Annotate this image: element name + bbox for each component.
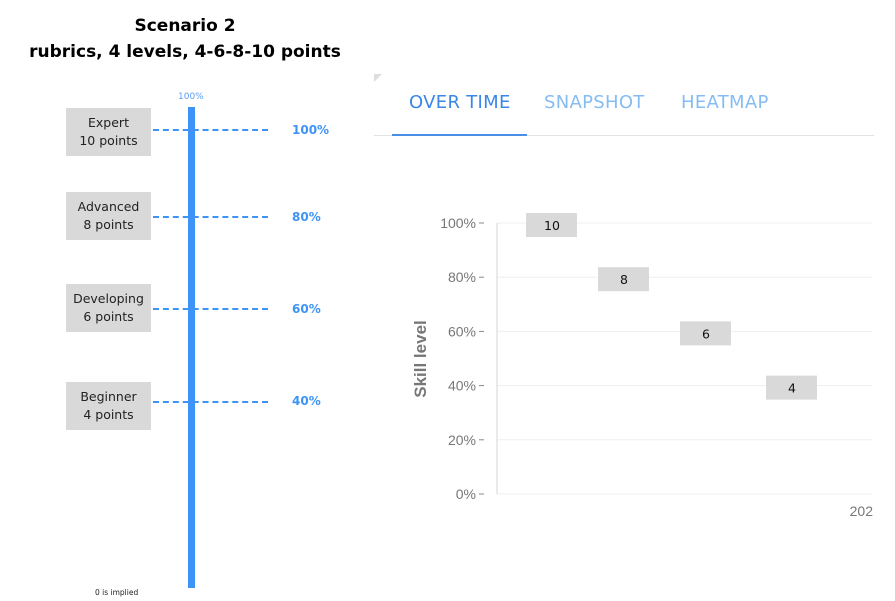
tab-active-indicator — [392, 134, 527, 136]
level-box-beginner: Beginner 4 points — [66, 382, 151, 430]
level-points: 6 points — [83, 309, 134, 324]
level-points: 4 points — [83, 407, 134, 422]
tab-over-time[interactable]: OVER TIME — [409, 92, 511, 113]
tab-heatmap[interactable]: HEATMAP — [681, 92, 769, 113]
tab-divider — [374, 135, 874, 136]
y-tick-label: 100% — [440, 215, 476, 231]
level-line — [153, 216, 268, 218]
panel-corner — [374, 74, 382, 82]
level-box-expert: Expert 10 points — [66, 108, 151, 156]
data-point-label: 6 — [702, 326, 710, 341]
scenario-title: Scenario 2 — [134, 16, 236, 36]
level-name: Advanced — [77, 199, 140, 214]
footnote: 0 is implied — [95, 588, 139, 597]
level-line — [153, 401, 268, 403]
level-name: Beginner — [80, 389, 137, 404]
scale-bar — [188, 107, 195, 588]
level-name: Developing — [73, 291, 144, 306]
y-tick-label: 80% — [448, 269, 476, 285]
data-point-label: 10 — [544, 218, 560, 233]
y-tick-label: 0% — [456, 486, 476, 502]
scale-top-label: 100% — [178, 92, 204, 102]
y-axis-label: Skill level — [411, 320, 430, 398]
y-tick-label: 20% — [448, 432, 476, 448]
data-point-box — [766, 375, 817, 400]
level-name: Expert — [88, 115, 129, 130]
data-point-label: 8 — [620, 272, 628, 287]
data-point-box — [598, 267, 649, 292]
y-tick-label: 40% — [448, 378, 476, 394]
y-tick-label: 60% — [448, 323, 476, 339]
data-point-label: 4 — [788, 381, 796, 396]
x-tick-label: 202 — [850, 503, 874, 519]
level-line — [153, 308, 268, 310]
level-percent: 80% — [292, 210, 321, 224]
tab-snapshot[interactable]: SNAPSHOT — [544, 92, 645, 113]
level-points: 10 points — [79, 133, 138, 148]
level-percent: 100% — [292, 123, 330, 137]
level-points: 8 points — [83, 217, 134, 232]
level-box-developing: Developing 6 points — [66, 284, 151, 332]
data-point-box — [526, 213, 577, 237]
level-percent: 60% — [292, 302, 321, 316]
level-line — [153, 129, 268, 131]
scenario-subtitle: rubrics, 4 levels, 4-6-8-10 points — [29, 42, 341, 62]
data-point-box — [680, 321, 731, 346]
level-percent: 40% — [292, 394, 321, 408]
level-box-advanced: Advanced 8 points — [66, 192, 151, 240]
